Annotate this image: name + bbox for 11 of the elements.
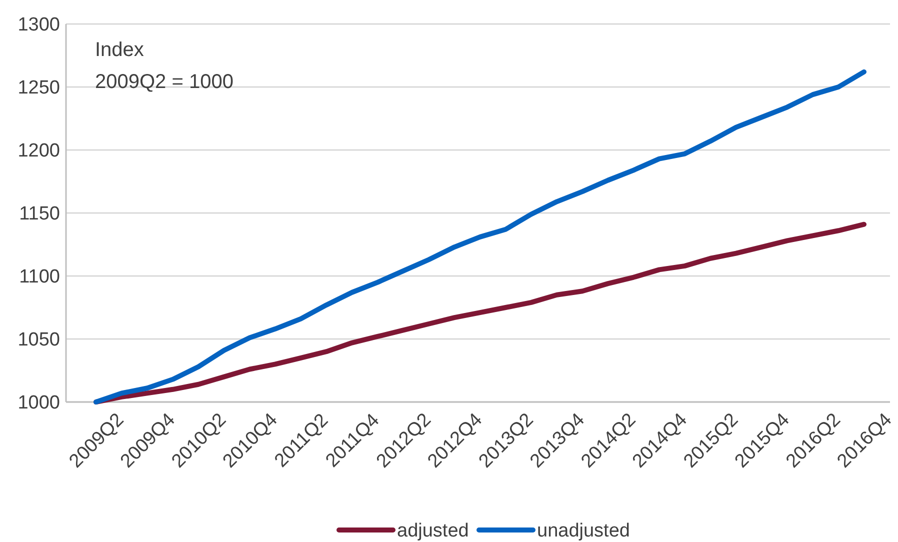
y-tick-label: 1200 <box>18 140 60 162</box>
annotation: Index <box>95 39 144 61</box>
y-tick-label: 1150 <box>19 204 60 225</box>
y-tick-label: 1050 <box>18 330 60 351</box>
y-tick-label: 1250 <box>18 78 60 99</box>
y-tick-label: 1100 <box>19 266 60 288</box>
legend-label: adjusted <box>397 520 469 542</box>
y-tick-label: 1000 <box>18 392 60 414</box>
y-tick-label: 1300 <box>18 14 60 36</box>
annotation: 2009Q2 = 1000 <box>95 71 234 93</box>
legend-label: unadjusted <box>537 520 630 542</box>
